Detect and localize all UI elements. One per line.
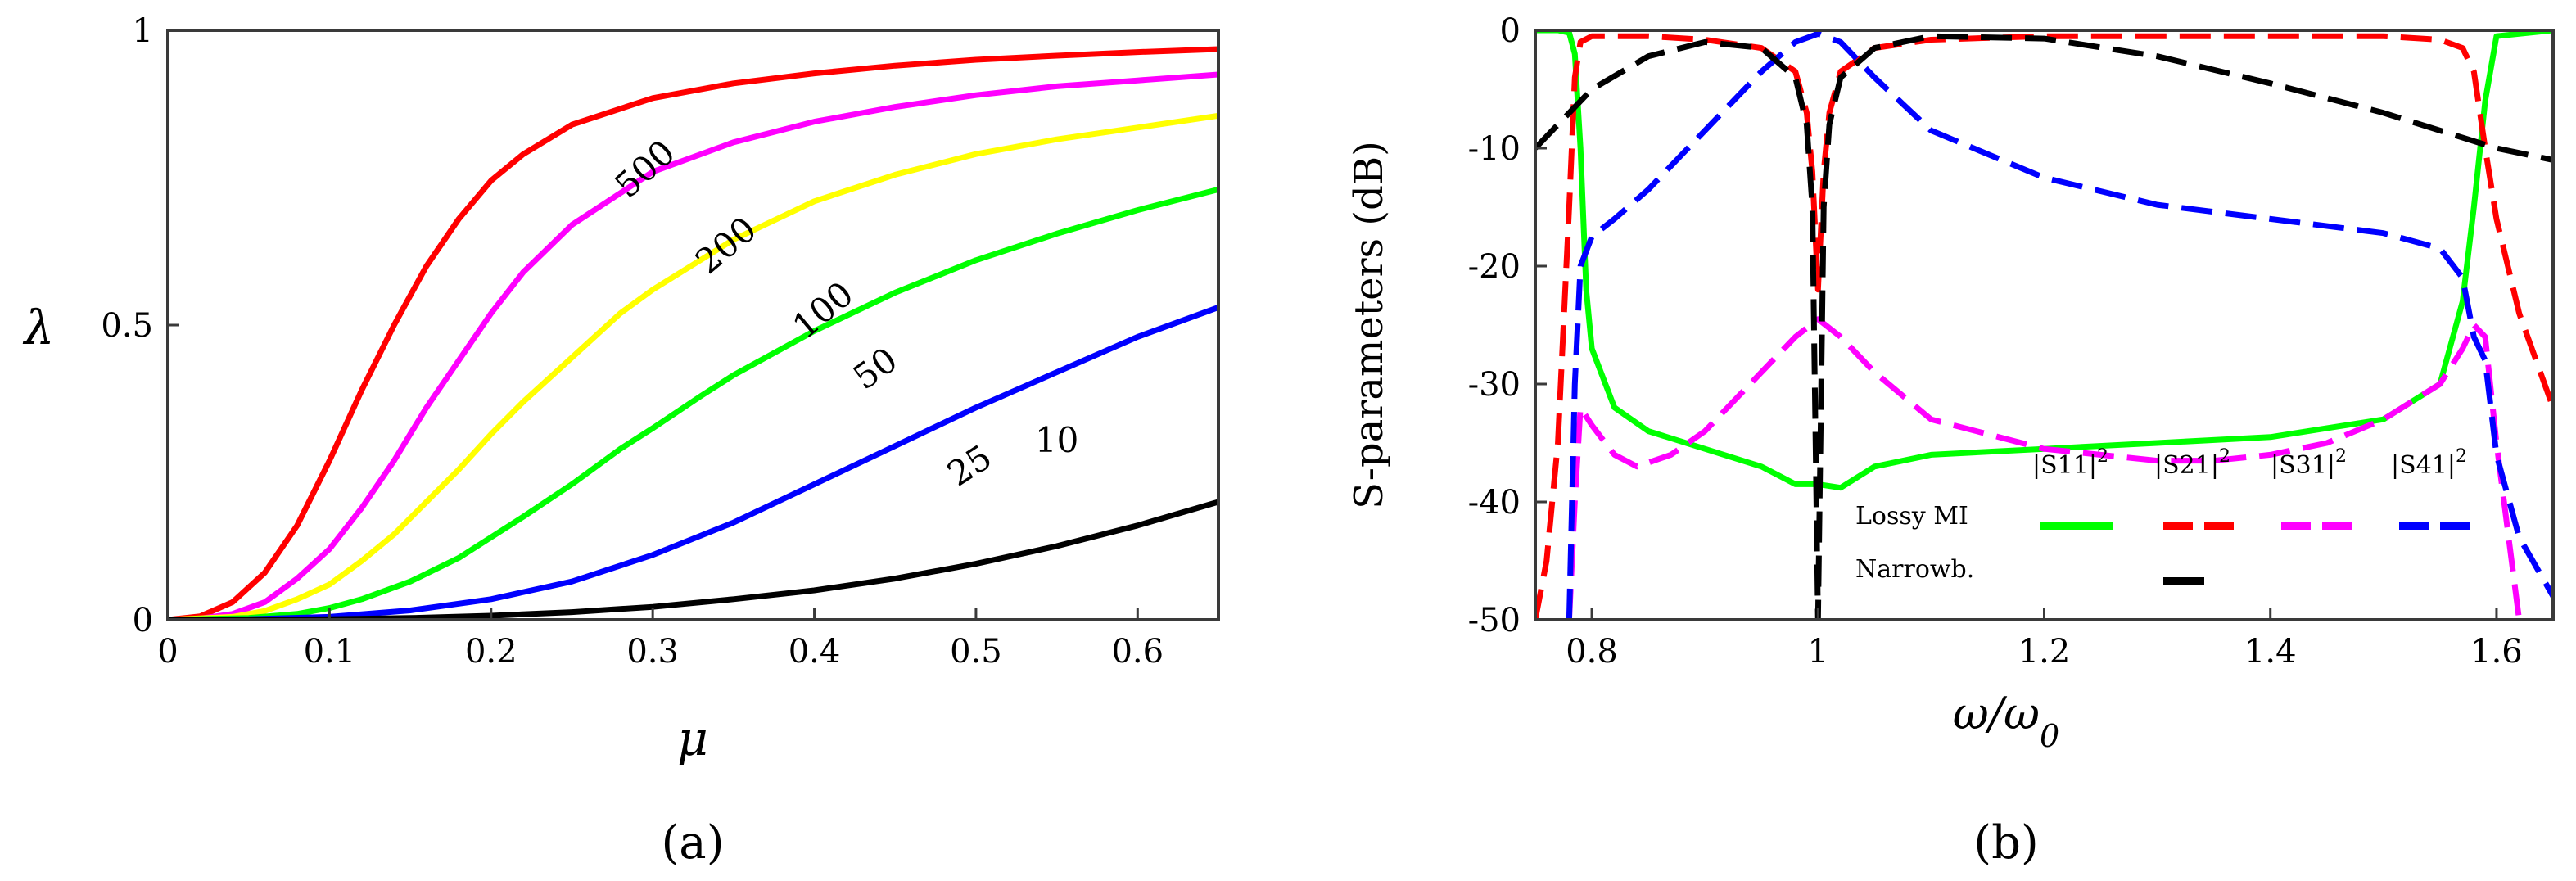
panel-a-xlabel: μ <box>677 711 708 766</box>
x-tick-label: 0.3 <box>626 633 679 671</box>
x-tick-label: 1.6 <box>2470 633 2523 671</box>
series-line-25-0 <box>168 304 1218 620</box>
y-tick-label: 0.5 <box>101 307 153 345</box>
series-line-10-0 <box>168 499 1218 620</box>
legend-header-s21: |S21|2 <box>2154 446 2230 480</box>
y-tick-label: -30 <box>1468 366 1521 404</box>
panel-b-ylabel: S-parameters (dB) <box>1346 141 1392 509</box>
x-tick-label: 0.2 <box>465 633 517 671</box>
x-tick-label: 0.4 <box>789 633 841 671</box>
panel-b-chart: 0.8 1 1.2 1.4 1.6 0 -10 -20 -30 -40 -50 ω/ω0 S-par… <box>1346 12 2555 870</box>
series-line-200-0 <box>168 71 1218 620</box>
legend-header-s41: |S41|2 <box>2391 446 2467 480</box>
series-line-100-0 <box>168 112 1218 620</box>
y-tick-label: -50 <box>1468 602 1521 639</box>
x-tick-label: 0.8 <box>1566 633 1618 671</box>
x-tick-label: 0 <box>157 633 178 671</box>
y-tick-label: -20 <box>1468 248 1521 286</box>
y-tick-label: 0 <box>1500 12 1521 50</box>
panel-b-xlabel: ω/ω0 <box>1953 688 2059 754</box>
y-tick-label: 1 <box>133 12 153 50</box>
series-line-s41-1 <box>1566 30 2553 620</box>
legend-header-s31: |S31|2 <box>2271 446 2347 480</box>
series-line-narrowb-1 <box>1535 33 2553 620</box>
legend-row-lossy-mi: Lossy MI <box>1855 502 1968 531</box>
y-tick-label: 0 <box>133 602 153 639</box>
x-tick-label: 1.4 <box>2244 633 2297 671</box>
series-line-500-0 <box>168 46 1218 620</box>
panel-a-label: (a) <box>661 816 724 870</box>
panel-b-xlabel-subscript: 0 <box>2040 718 2059 754</box>
x-tick-label: 1 <box>1808 633 1828 671</box>
panel-a-ylabel: λ <box>23 300 55 355</box>
x-tick-label: 0.6 <box>1111 633 1164 671</box>
x-tick-label: 0.5 <box>950 633 1002 671</box>
y-tick-label: -10 <box>1468 130 1521 168</box>
series-line-50-0 <box>168 186 1218 620</box>
x-tick-label: 1.2 <box>2018 633 2071 671</box>
series-line-s11-1 <box>1535 30 2553 491</box>
series-line-s31-1 <box>1566 316 2523 620</box>
x-tick-label: 0.1 <box>304 633 356 671</box>
legend-header-s11: |S11|2 <box>2032 446 2108 480</box>
curve-label-10: 10 <box>1035 420 1078 460</box>
legend: |S11|2 |S21|2 |S31|2 |S41|2 Lossy MI Nar… <box>1855 446 2473 585</box>
panel-b-label: (b) <box>1973 816 2039 870</box>
legend-row-narrowb: Narrowb. <box>1855 555 1974 584</box>
y-tick-label: -40 <box>1468 484 1521 522</box>
